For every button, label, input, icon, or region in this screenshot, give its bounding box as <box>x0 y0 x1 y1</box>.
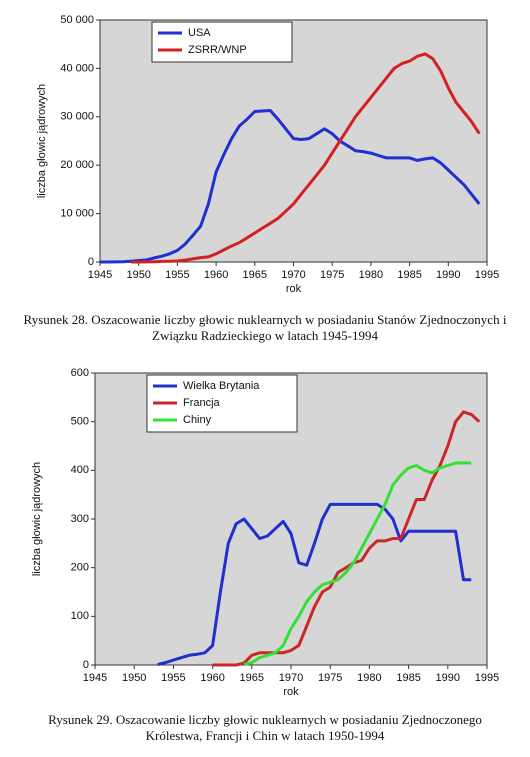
y-tick-label: 30 000 <box>60 111 94 123</box>
legend-box <box>151 21 293 63</box>
x-tick-label: 1990 <box>436 672 460 684</box>
y-tick-label: 400 <box>71 464 89 476</box>
x-tick-label: 1950 <box>126 269 150 281</box>
caption: Rysunek 29. Oszacowanie liczby głowic nu… <box>48 712 482 743</box>
x-axis-label: rok <box>286 283 302 295</box>
y-tick-label: 300 <box>71 513 89 525</box>
y-tick-label: 40 000 <box>60 62 94 74</box>
x-tick-label: 1955 <box>161 672 185 684</box>
x-tick-label: 1960 <box>200 672 224 684</box>
x-tick-label: 1995 <box>475 269 499 281</box>
series-line <box>212 410 481 667</box>
y-tick-label: 0 <box>88 256 94 268</box>
x-tick-label: 1975 <box>320 269 344 281</box>
y-tick-label: 10 000 <box>60 208 94 220</box>
legend-label: Wielka Brytania <box>183 380 260 392</box>
legend-label: Francja <box>183 397 221 409</box>
series-line <box>100 109 481 264</box>
x-tick-label: 1955 <box>165 269 189 281</box>
x-tick-label: 1965 <box>243 269 267 281</box>
x-tick-label: 1985 <box>397 269 421 281</box>
x-tick-label: 1985 <box>396 672 420 684</box>
x-tick-label: 1945 <box>88 269 112 281</box>
legend-label: Chiny <box>183 414 212 426</box>
x-tick-label: 1975 <box>318 672 342 684</box>
legend-label: ZSRR/WNP <box>188 44 247 56</box>
series-line <box>157 502 472 666</box>
series-line <box>243 461 472 666</box>
x-axis-label: rok <box>283 686 299 698</box>
x-tick-label: 1995 <box>475 672 499 684</box>
x-tick-label: 1980 <box>359 269 383 281</box>
y-tick-label: 500 <box>71 416 89 428</box>
y-tick-label: 200 <box>71 562 89 574</box>
y-tick-label: 600 <box>71 367 89 379</box>
x-tick-label: 1950 <box>122 672 146 684</box>
y-tick-label: 50 000 <box>60 14 94 26</box>
x-tick-label: 1960 <box>204 269 228 281</box>
x-tick-label: 1970 <box>279 672 303 684</box>
y-tick-label: 0 <box>83 659 89 671</box>
caption: Rysunek 28. Oszacowanie liczby głowic nu… <box>23 312 507 343</box>
series-line <box>131 52 481 264</box>
y-axis-label: liczba głowic jądrowych <box>31 462 43 576</box>
x-tick-label: 1990 <box>436 269 460 281</box>
y-tick-label: 100 <box>71 610 89 622</box>
x-tick-label: 1965 <box>240 672 264 684</box>
x-tick-label: 1980 <box>357 672 381 684</box>
x-tick-label: 1945 <box>83 672 107 684</box>
y-tick-label: 20 000 <box>60 159 94 171</box>
legend-label: USA <box>188 27 211 39</box>
y-axis-label: liczba głowic jądrowych <box>36 84 48 198</box>
x-tick-label: 1970 <box>281 269 305 281</box>
